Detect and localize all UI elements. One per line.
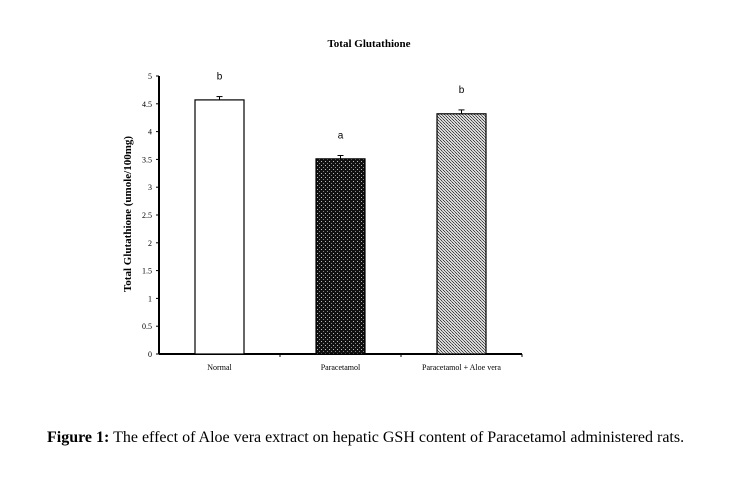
y-tick-label: 5 (148, 72, 152, 81)
significance-label: a (338, 131, 344, 142)
y-tick-label: 2 (148, 239, 152, 248)
significance-label: b (217, 72, 223, 83)
y-tick-label: 0.5 (142, 322, 152, 331)
chart-title: Total Glutathione (327, 38, 410, 50)
x-tick-label: Normal (207, 363, 232, 372)
y-tick-label: 4.5 (142, 100, 152, 109)
figure-caption: Figure 1: The effect of Aloe vera extrac… (47, 429, 684, 447)
y-tick-label: 3 (148, 183, 152, 192)
y-tick-label: 1.5 (142, 267, 152, 276)
y-tick-label: 4 (148, 128, 152, 137)
y-axis-label: Total Glutathione (umole/100mg) (122, 136, 134, 292)
bar-0 (194, 99, 245, 355)
significance-label: b (459, 85, 465, 96)
figure-caption-label: Figure 1: (47, 429, 110, 446)
y-tick-label: 2.5 (142, 211, 152, 220)
x-tick-label: Paracetamol (321, 363, 361, 372)
bar-2 (436, 113, 487, 355)
bar-1 (315, 158, 366, 355)
y-tick-label: 0 (148, 350, 152, 359)
y-tick-label: 3.5 (142, 155, 152, 164)
y-tick-label: 1 (148, 294, 152, 303)
figure-caption-text: The effect of Aloe vera extract on hepat… (109, 429, 685, 446)
x-tick-label: Paracetamol + Aloe vera (422, 363, 501, 372)
